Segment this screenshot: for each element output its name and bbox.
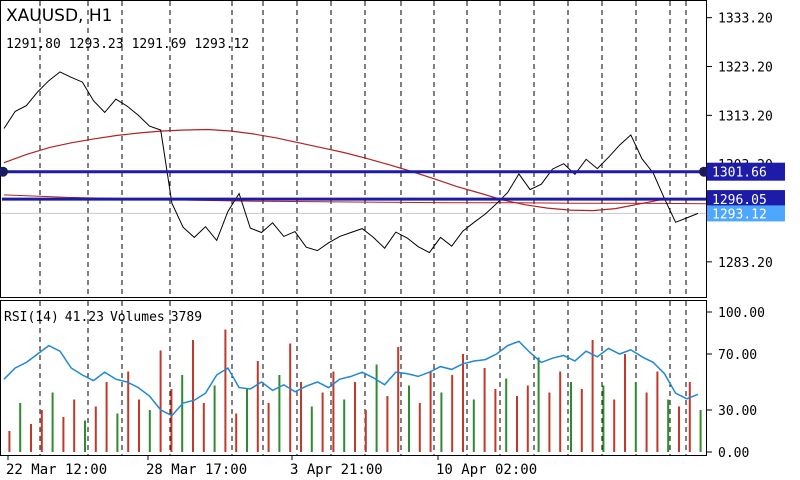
price-pane-frame xyxy=(0,0,707,298)
price-y-tick-label: 1283.20 xyxy=(718,256,773,271)
indicator-title: RSI(14) 41.23 Volumes 3789 xyxy=(4,310,208,325)
rsi-value: 41.23 xyxy=(64,310,104,325)
rsi-label: RSI(14) xyxy=(4,310,59,325)
ohlc-close: 1293.12 xyxy=(194,37,250,52)
x-tick-label: 3 Apr 21:00 xyxy=(290,462,383,478)
horizontal-line-label-bg xyxy=(707,190,785,209)
horizontal-line-label: 1296.05 xyxy=(712,193,767,208)
symbol-title: XAUUSD, H1 xyxy=(6,6,113,26)
x-tick-label: 22 Mar 12:00 xyxy=(6,462,107,478)
volumes-value: 3789 xyxy=(170,310,203,325)
x-tick-label: 28 Mar 17:00 xyxy=(146,462,247,478)
price-y-tick-label: 1323.20 xyxy=(718,61,773,76)
indicator-pane-frame xyxy=(0,300,707,456)
close-price-tag: 1293.12 xyxy=(712,207,767,222)
price-y-tick-label: 1313.20 xyxy=(718,109,773,124)
x-tick-label: 10 Apr 02:00 xyxy=(436,462,537,478)
price-line xyxy=(3,71,699,254)
indicator-y-tick-label: 0.00 xyxy=(718,446,749,461)
close-price-tag-bg xyxy=(707,205,785,222)
horizontal-line-label-bg xyxy=(707,162,785,181)
indicator-y-tick-label: 30.00 xyxy=(718,404,757,419)
horizontal-line-label: 1301.66 xyxy=(712,166,767,181)
moving-average-line xyxy=(3,128,707,212)
rsi-line xyxy=(3,340,699,417)
horizontal-line-anchor-right xyxy=(699,166,709,177)
indicator-y-tick-label: 70.00 xyxy=(718,348,757,363)
indicator-y-tick-label: 100.00 xyxy=(718,306,765,321)
volumes-label: Volumes xyxy=(109,310,165,325)
ohlc-readout: 1291.80 1293.23 1291.69 1293.12 xyxy=(6,37,257,52)
ohlc-low: 1291.69 xyxy=(131,37,187,52)
price-y-tick-label: 1333.20 xyxy=(718,12,773,27)
horizontal-line-anchor-left xyxy=(0,166,8,177)
ohlc-high: 1293.23 xyxy=(68,37,124,52)
ohlc-open: 1291.80 xyxy=(6,37,61,52)
